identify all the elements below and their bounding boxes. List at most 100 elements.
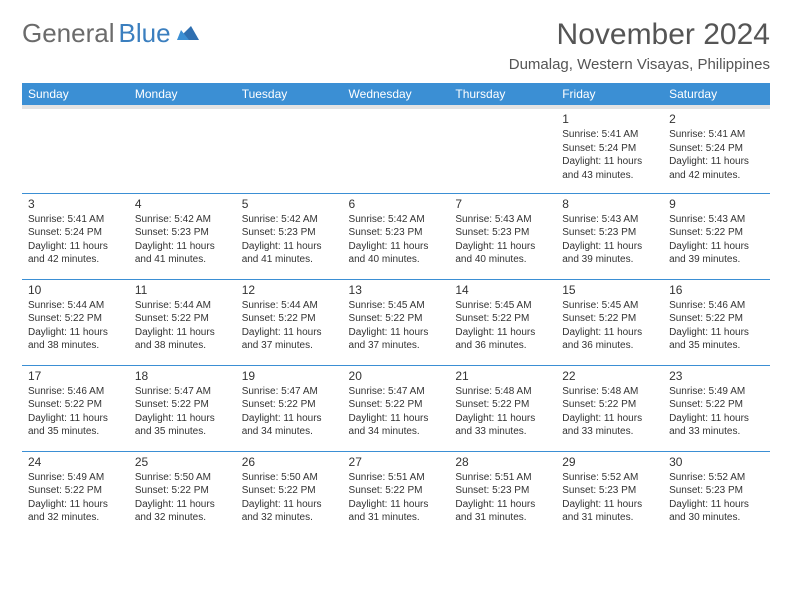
- sunset-text: Sunset: 5:23 PM: [349, 226, 444, 240]
- daylight-text: Daylight: 11 hours: [28, 240, 123, 254]
- calendar-day-cell: 3Sunrise: 5:41 AMSunset: 5:24 PMDaylight…: [22, 193, 129, 279]
- day-number: 14: [455, 282, 550, 298]
- calendar-day-cell: 9Sunrise: 5:43 AMSunset: 5:22 PMDaylight…: [663, 193, 770, 279]
- sunset-text: Sunset: 5:24 PM: [562, 142, 657, 156]
- day-number: 5: [242, 196, 337, 212]
- calendar-day-cell: 26Sunrise: 5:50 AMSunset: 5:22 PMDayligh…: [236, 451, 343, 537]
- day-header: Friday: [556, 83, 663, 107]
- sunrise-text: Sunrise: 5:47 AM: [135, 385, 230, 399]
- sunrise-text: Sunrise: 5:45 AM: [562, 299, 657, 313]
- calendar-day-cell: 5Sunrise: 5:42 AMSunset: 5:23 PMDaylight…: [236, 193, 343, 279]
- sunset-text: Sunset: 5:22 PM: [28, 398, 123, 412]
- logo-text-gray: General: [22, 18, 115, 49]
- daylight-text: and 32 minutes.: [135, 511, 230, 525]
- sunset-text: Sunset: 5:23 PM: [669, 484, 764, 498]
- calendar-day-cell: 27Sunrise: 5:51 AMSunset: 5:22 PMDayligh…: [343, 451, 450, 537]
- logo-text-blue: Blue: [119, 18, 171, 49]
- sunset-text: Sunset: 5:22 PM: [349, 398, 444, 412]
- daylight-text: and 33 minutes.: [669, 425, 764, 439]
- calendar-week-row: 10Sunrise: 5:44 AMSunset: 5:22 PMDayligh…: [22, 279, 770, 365]
- daylight-text: Daylight: 11 hours: [349, 412, 444, 426]
- calendar-day-cell: 24Sunrise: 5:49 AMSunset: 5:22 PMDayligh…: [22, 451, 129, 537]
- daylight-text: and 40 minutes.: [455, 253, 550, 267]
- sunset-text: Sunset: 5:22 PM: [669, 398, 764, 412]
- sunrise-text: Sunrise: 5:51 AM: [455, 471, 550, 485]
- daylight-text: Daylight: 11 hours: [135, 412, 230, 426]
- day-number: 8: [562, 196, 657, 212]
- daylight-text: and 30 minutes.: [669, 511, 764, 525]
- calendar-day-cell: [343, 107, 450, 193]
- calendar-day-cell: 23Sunrise: 5:49 AMSunset: 5:22 PMDayligh…: [663, 365, 770, 451]
- daylight-text: and 43 minutes.: [562, 169, 657, 183]
- calendar-day-cell: 13Sunrise: 5:45 AMSunset: 5:22 PMDayligh…: [343, 279, 450, 365]
- calendar-day-cell: 18Sunrise: 5:47 AMSunset: 5:22 PMDayligh…: [129, 365, 236, 451]
- day-number: 4: [135, 196, 230, 212]
- calendar-day-cell: [449, 107, 556, 193]
- daylight-text: and 39 minutes.: [669, 253, 764, 267]
- daylight-text: Daylight: 11 hours: [562, 326, 657, 340]
- daylight-text: Daylight: 11 hours: [455, 498, 550, 512]
- sunrise-text: Sunrise: 5:52 AM: [562, 471, 657, 485]
- sunset-text: Sunset: 5:22 PM: [349, 484, 444, 498]
- daylight-text: and 38 minutes.: [135, 339, 230, 353]
- calendar-day-cell: 20Sunrise: 5:47 AMSunset: 5:22 PMDayligh…: [343, 365, 450, 451]
- day-header: Sunday: [22, 83, 129, 107]
- daylight-text: Daylight: 11 hours: [562, 240, 657, 254]
- sunset-text: Sunset: 5:22 PM: [455, 312, 550, 326]
- calendar-day-cell: 12Sunrise: 5:44 AMSunset: 5:22 PMDayligh…: [236, 279, 343, 365]
- sunset-text: Sunset: 5:24 PM: [28, 226, 123, 240]
- sunset-text: Sunset: 5:22 PM: [242, 312, 337, 326]
- daylight-text: Daylight: 11 hours: [28, 412, 123, 426]
- daylight-text: and 36 minutes.: [562, 339, 657, 353]
- daylight-text: Daylight: 11 hours: [349, 240, 444, 254]
- sunset-text: Sunset: 5:22 PM: [28, 312, 123, 326]
- daylight-text: and 34 minutes.: [242, 425, 337, 439]
- day-number: 12: [242, 282, 337, 298]
- daylight-text: and 31 minutes.: [349, 511, 444, 525]
- sunset-text: Sunset: 5:23 PM: [562, 484, 657, 498]
- sunrise-text: Sunrise: 5:46 AM: [669, 299, 764, 313]
- calendar-day-cell: 30Sunrise: 5:52 AMSunset: 5:23 PMDayligh…: [663, 451, 770, 537]
- month-title: November 2024: [509, 18, 770, 52]
- day-number: 27: [349, 454, 444, 470]
- day-number: 9: [669, 196, 764, 212]
- sunrise-text: Sunrise: 5:47 AM: [349, 385, 444, 399]
- daylight-text: Daylight: 11 hours: [455, 412, 550, 426]
- calendar-day-cell: [22, 107, 129, 193]
- day-number: 24: [28, 454, 123, 470]
- title-block: November 2024 Dumalag, Western Visayas, …: [509, 18, 770, 73]
- sunrise-text: Sunrise: 5:45 AM: [349, 299, 444, 313]
- daylight-text: and 41 minutes.: [135, 253, 230, 267]
- calendar-day-cell: 22Sunrise: 5:48 AMSunset: 5:22 PMDayligh…: [556, 365, 663, 451]
- day-number: 30: [669, 454, 764, 470]
- sunrise-text: Sunrise: 5:41 AM: [562, 128, 657, 142]
- calendar-day-cell: 21Sunrise: 5:48 AMSunset: 5:22 PMDayligh…: [449, 365, 556, 451]
- calendar-page: GeneralBlue November 2024 Dumalag, Weste…: [0, 0, 792, 555]
- sunrise-text: Sunrise: 5:50 AM: [135, 471, 230, 485]
- day-header-row: Sunday Monday Tuesday Wednesday Thursday…: [22, 83, 770, 107]
- calendar-day-cell: 10Sunrise: 5:44 AMSunset: 5:22 PMDayligh…: [22, 279, 129, 365]
- logo: GeneralBlue: [22, 18, 199, 49]
- daylight-text: Daylight: 11 hours: [455, 326, 550, 340]
- sunset-text: Sunset: 5:22 PM: [242, 484, 337, 498]
- calendar-week-row: 1Sunrise: 5:41 AMSunset: 5:24 PMDaylight…: [22, 107, 770, 193]
- calendar-week-row: 3Sunrise: 5:41 AMSunset: 5:24 PMDaylight…: [22, 193, 770, 279]
- daylight-text: and 34 minutes.: [349, 425, 444, 439]
- daylight-text: Daylight: 11 hours: [562, 498, 657, 512]
- daylight-text: and 37 minutes.: [349, 339, 444, 353]
- sunrise-text: Sunrise: 5:44 AM: [242, 299, 337, 313]
- day-header: Thursday: [449, 83, 556, 107]
- sunrise-text: Sunrise: 5:42 AM: [135, 213, 230, 227]
- daylight-text: and 42 minutes.: [28, 253, 123, 267]
- calendar-day-cell: [236, 107, 343, 193]
- calendar-day-cell: 7Sunrise: 5:43 AMSunset: 5:23 PMDaylight…: [449, 193, 556, 279]
- daylight-text: Daylight: 11 hours: [455, 240, 550, 254]
- daylight-text: and 36 minutes.: [455, 339, 550, 353]
- day-number: 28: [455, 454, 550, 470]
- calendar-day-cell: 6Sunrise: 5:42 AMSunset: 5:23 PMDaylight…: [343, 193, 450, 279]
- sunrise-text: Sunrise: 5:41 AM: [28, 213, 123, 227]
- sunset-text: Sunset: 5:22 PM: [562, 312, 657, 326]
- calendar-day-cell: 25Sunrise: 5:50 AMSunset: 5:22 PMDayligh…: [129, 451, 236, 537]
- day-number: 10: [28, 282, 123, 298]
- day-header: Tuesday: [236, 83, 343, 107]
